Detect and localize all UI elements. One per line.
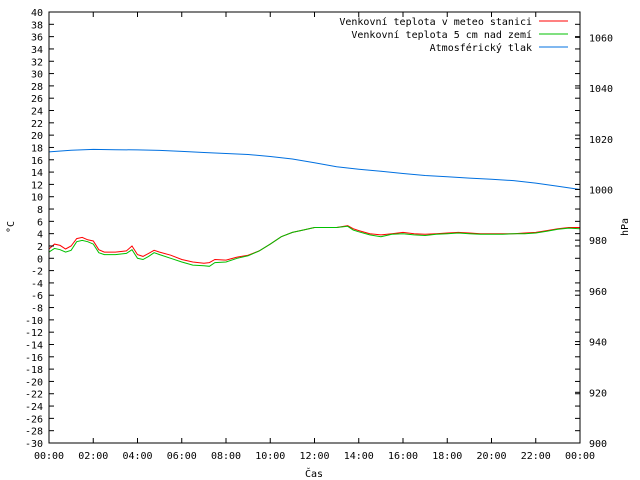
x-axis: 00:00 02:00 04:00 06:00 08:00 10:00 12:00 14:00…	[34, 12, 595, 462]
y-tick-label: -2	[31, 267, 43, 278]
y2-tick-label: 920	[589, 388, 607, 399]
y2-tick-label: 980	[589, 236, 607, 247]
plot-layer	[48, 148, 581, 267]
legend-label: Venkovní teplota v meteo stanici	[339, 16, 532, 28]
y2-axis-label: hPa	[620, 218, 631, 236]
x-tick-label: 00:00	[565, 451, 595, 462]
y-tick-label: -6	[31, 291, 43, 302]
y2-tick-label: 1000	[589, 185, 613, 196]
y-tick-label: 26	[31, 94, 43, 105]
y-tick-label: 2	[37, 242, 43, 253]
y2-tick-label: 1060	[589, 33, 613, 44]
series-line-2	[48, 225, 581, 267]
x-tick-label: 06:00	[167, 451, 197, 462]
y-tick-label: 38	[31, 20, 43, 31]
x-tick-label: 04:00	[122, 451, 152, 462]
y-tick-label: -18	[25, 365, 43, 376]
x-tick-label: 22:00	[521, 451, 551, 462]
y-tick-label: 32	[31, 57, 43, 68]
y-tick-label: -16	[25, 353, 43, 364]
y-tick-label: 6	[37, 217, 43, 228]
x-tick-label: 20:00	[476, 451, 506, 462]
y-tick-label: 30	[31, 70, 43, 81]
x-axis-label: Čas	[305, 467, 323, 480]
y-tick-label: 12	[31, 180, 43, 191]
y2-tick-label: 1040	[589, 84, 613, 95]
x-tick-label: 02:00	[78, 451, 108, 462]
y-tick-label: -10	[25, 316, 43, 327]
y-tick-label: 18	[31, 143, 43, 154]
y-axis-label: °C	[6, 221, 17, 233]
x-tick-label: 00:00	[34, 451, 64, 462]
y-tick-label: 16	[31, 156, 43, 167]
y2-tick-label: 900	[589, 439, 607, 450]
y-tick-label: 40	[31, 8, 43, 19]
series-line-3	[48, 148, 581, 190]
y-tick-label: -26	[25, 414, 43, 425]
x-tick-label: 08:00	[211, 451, 241, 462]
y2-tick-label: 960	[589, 287, 607, 298]
y-tick-label: 4	[37, 230, 43, 241]
y-tick-label: 0	[37, 254, 43, 265]
y-tick-label: 24	[31, 107, 43, 118]
y-tick-label: 14	[31, 168, 43, 179]
y-tick-label: 22	[31, 119, 43, 130]
x-tick-label: 14:00	[344, 451, 374, 462]
y-tick-label: -22	[25, 390, 43, 401]
y-tick-label: -4	[31, 279, 43, 290]
y-tick-label: 36	[31, 33, 43, 44]
legend-label: Atmosférický tlak	[430, 42, 532, 54]
y2-tick-label: 940	[589, 338, 607, 349]
y-tick-label: -14	[25, 340, 43, 351]
y-axis-right: 1060 1040 1020 1000 980 960 940 920 900	[575, 33, 613, 450]
y-tick-label: -8	[31, 304, 43, 315]
y-tick-label: 34	[31, 45, 43, 56]
x-tick-label: 18:00	[432, 451, 462, 462]
y-tick-label: -24	[25, 402, 43, 413]
y-tick-label: -20	[25, 377, 43, 388]
y-tick-label: 20	[31, 131, 43, 142]
x-tick-label: 12:00	[299, 451, 329, 462]
y-tick-label: -12	[25, 328, 43, 339]
legend: Venkovní teplota v meteo staniciVenkovní…	[339, 16, 568, 54]
y-axis-left: 4038363432302826242220181614121086420-2-…	[25, 8, 580, 450]
y-tick-label: 10	[31, 193, 43, 204]
y-tick-label: -30	[25, 439, 43, 450]
y-tick-label: 8	[37, 205, 43, 216]
y-tick-label: 28	[31, 82, 43, 93]
y-tick-label: -28	[25, 427, 43, 438]
x-tick-label: 10:00	[255, 451, 285, 462]
y2-tick-label: 1020	[589, 135, 613, 146]
legend-label: Venkovní teplota 5 cm nad zemí	[351, 29, 532, 41]
x-tick-label: 16:00	[388, 451, 418, 462]
